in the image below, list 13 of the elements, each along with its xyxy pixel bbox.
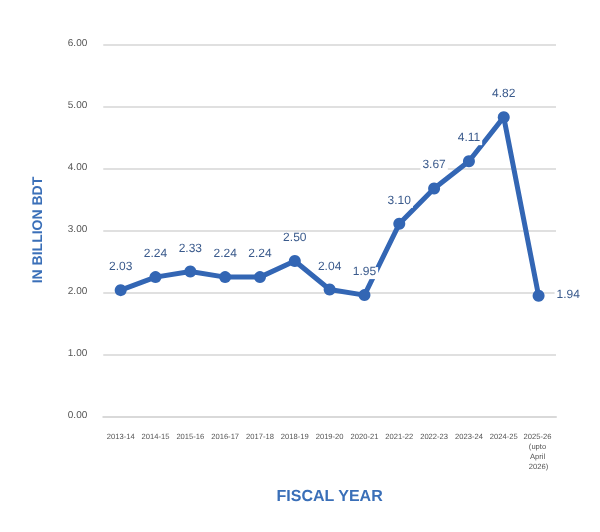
point <box>184 265 197 278</box>
point <box>462 155 475 168</box>
point <box>253 271 266 284</box>
point <box>428 182 441 195</box>
point <box>149 271 162 284</box>
point <box>323 283 336 296</box>
point <box>219 271 232 284</box>
x-axis-title: FISCAL YEAR <box>276 487 384 505</box>
point <box>114 284 127 297</box>
point <box>288 255 301 267</box>
point <box>393 217 406 230</box>
point <box>532 289 545 302</box>
point <box>358 289 371 302</box>
